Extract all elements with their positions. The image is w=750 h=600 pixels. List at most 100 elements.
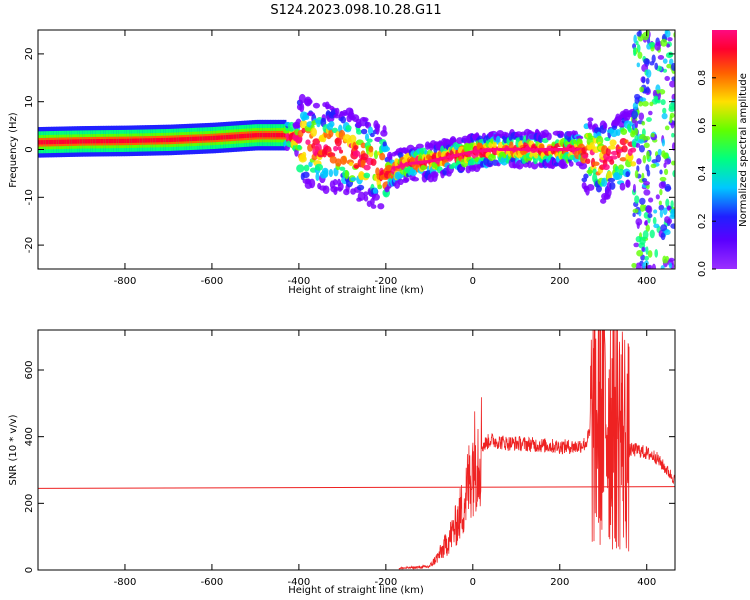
- spectrogram-blob: [331, 127, 338, 134]
- spectrogram-blob: [303, 164, 310, 172]
- spectrogram-cell: [131, 138, 136, 143]
- spectrogram-cell: [259, 133, 263, 138]
- spectrogram-cell: [278, 133, 282, 138]
- spectrogram-noise: [644, 221, 648, 226]
- spectrogram-noise: [660, 38, 668, 47]
- spectrogram-blob: [340, 155, 348, 165]
- spectrogram-noise: [639, 86, 645, 93]
- spectrogram-noise: [649, 101, 654, 107]
- spectrogram-cell: [53, 139, 57, 145]
- spectrogram-blob: [333, 114, 341, 119]
- spectrogram-blob: [299, 102, 305, 113]
- spectrogram-noise: [660, 232, 666, 241]
- spectrogram-cell: [197, 136, 201, 141]
- spectrogram-panel: -800 -600 -400 -200 0 200 400 -20 -10 0 10 20 Heig…: [8, 29, 676, 296]
- x-tick-label: -600: [201, 577, 224, 588]
- snr-threshold-line: [38, 486, 675, 489]
- spectrogram-blob: [588, 123, 594, 130]
- spectrogram-noise: [658, 200, 662, 206]
- snr-x-axis-label: Height of straight line (km): [288, 585, 424, 596]
- spectrogram-cell: [158, 138, 162, 143]
- spectrogram-noise: [641, 121, 646, 126]
- figure-title: S124.2023.098.10.28.G11: [270, 3, 441, 18]
- spectrogram-cell: [233, 134, 237, 139]
- spectrogram-blob: [609, 128, 618, 138]
- spectrogram-cell: [210, 135, 214, 141]
- spectrogram-noise: [659, 209, 663, 218]
- spectrogram-noise: [645, 69, 652, 78]
- spectrogram-noise: [650, 132, 655, 138]
- spectrogram-blob: [366, 138, 373, 143]
- spectrogram-blob: [301, 127, 306, 134]
- spectrogram-noise: [640, 254, 646, 261]
- spectrogram-blob: [332, 178, 338, 186]
- spectrogram-noise: [664, 75, 671, 82]
- spectrogram-blob: [396, 173, 405, 179]
- spectrogram-cell: [204, 136, 209, 141]
- spectrogram-blob: [363, 164, 371, 171]
- colorbar-label: Normalized spectral amplitude: [738, 73, 749, 227]
- x-tick-label: -200: [374, 577, 397, 588]
- spectrogram-cell: [92, 139, 96, 144]
- colorbar-tick-label: 0.6: [697, 118, 708, 134]
- spectrogram-blob: [362, 117, 369, 122]
- y-tick-label: -20: [24, 237, 35, 253]
- spectrogram-noise: [653, 95, 659, 101]
- spectrogram-cell: [48, 139, 52, 145]
- spectrogram-blob: [361, 128, 368, 135]
- spectrogram-noise: [636, 62, 641, 68]
- spectrogram-blob: [587, 117, 594, 122]
- spectrogram-noise: [664, 229, 671, 236]
- spectrogram-cell: [116, 138, 120, 144]
- spectrogram-noise: [643, 212, 649, 219]
- spectrogram-noise: [664, 158, 672, 165]
- spectrogram-noise: [670, 200, 674, 209]
- spectrogram-blob: [409, 167, 418, 177]
- spectrogram-blob: [301, 151, 307, 158]
- spectrogram-blob: [295, 135, 303, 144]
- snr-y-ticks: 0 200 400 600: [24, 360, 675, 573]
- spectrogram-noise: [669, 112, 675, 118]
- spectrogram-blob: [585, 158, 591, 165]
- spectrogram-noise: [643, 189, 651, 196]
- spectrogram-blob: [602, 122, 608, 130]
- spectrogram-noise: [670, 121, 675, 129]
- spectrogram-noise: [670, 62, 675, 71]
- y-tick-label: 0: [24, 567, 35, 573]
- spectrogram-blob: [360, 142, 367, 149]
- spectrogram-blob: [627, 126, 633, 133]
- spectrogram-noise: [635, 143, 641, 148]
- spectrogram-blob: [416, 143, 424, 149]
- spectrogram-noise: [636, 31, 642, 37]
- spectrogram-noise: [654, 42, 661, 51]
- spectrogram-blob: [350, 177, 357, 182]
- spectrogram-cell: [103, 138, 107, 144]
- spectrogram-noise: [647, 213, 653, 219]
- snr-frame: [37, 329, 676, 571]
- spectrogram-noise: [645, 224, 650, 232]
- spectrogram-cell: [56, 139, 60, 145]
- spectrogram-noise: [635, 218, 643, 226]
- spectrogram-blob: [335, 158, 342, 167]
- spectrogram-noise: [644, 255, 649, 261]
- spectrogram-blob: [619, 182, 626, 191]
- spectrogram-cell: [144, 138, 149, 143]
- spectrogram-blob: [363, 172, 371, 179]
- spectrogram-noise: [653, 209, 658, 214]
- y-tick-label: 600: [24, 360, 35, 379]
- spectrogram-cell: [249, 133, 253, 138]
- spectrogram-blob: [605, 147, 611, 157]
- spectrogram-noise: [633, 242, 640, 248]
- spectrogram-cell: [171, 137, 175, 142]
- spectrogram-noise: [671, 142, 675, 151]
- spectrogram-blob: [352, 150, 361, 157]
- spectrogram-cell: [163, 137, 167, 143]
- spectrogram-blob: [296, 164, 305, 173]
- spectrogram-blob: [625, 179, 631, 188]
- spectrogram-noise: [648, 41, 656, 48]
- spectrogram-noise: [638, 112, 645, 121]
- spectrogram-blob: [621, 145, 628, 153]
- spectrogram-cell: [66, 139, 70, 144]
- spectrogram-cell: [186, 136, 190, 142]
- spectrogram-blob: [619, 137, 628, 146]
